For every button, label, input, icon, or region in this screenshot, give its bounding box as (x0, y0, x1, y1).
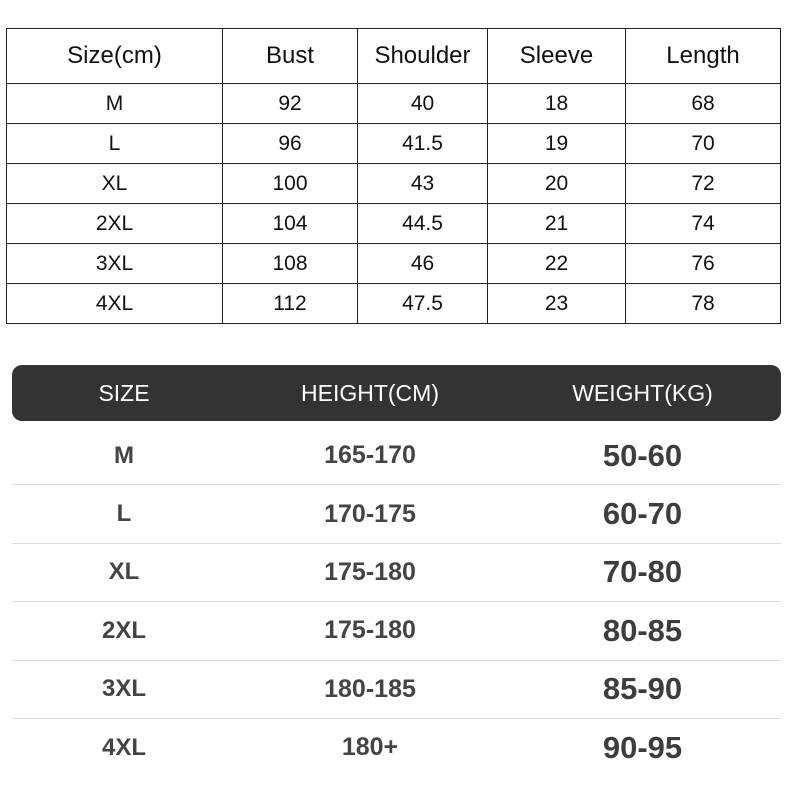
table-row: 3XL 108 46 22 76 (6, 243, 781, 284)
table-row: M 165-170 50-60 (12, 427, 781, 486)
cell-length: 78 (625, 283, 781, 324)
cell-weight: 60-70 (602, 496, 683, 532)
cell-length: 70 (625, 123, 781, 164)
header-bust: Bust (222, 28, 358, 84)
cell-weight: 90-95 (602, 729, 683, 765)
cell-length: 72 (625, 163, 781, 204)
cell-shoulder: 40 (357, 83, 488, 124)
header-size: Size(cm) (6, 28, 223, 84)
cell-height: 180+ (341, 733, 399, 762)
cell-bust: 104 (222, 203, 358, 244)
cell-sleeve: 22 (487, 243, 626, 284)
cell-bust: 96 (222, 123, 358, 164)
cell-shoulder: 46 (357, 243, 488, 284)
cell-height: 175-180 (324, 616, 416, 645)
cell-weight: 85-90 (602, 671, 683, 707)
cell-height: 165-170 (324, 441, 416, 470)
table-row: L 170-175 60-70 (12, 485, 781, 544)
cell-bust: 112 (222, 283, 358, 324)
cell-shoulder: 41.5 (357, 123, 488, 164)
cell-height: 170-175 (324, 499, 416, 528)
table-row: L 96 41.5 19 70 (6, 123, 781, 164)
cell-size: 2XL (6, 203, 223, 244)
cell-weight: 70-80 (602, 554, 683, 590)
cell-height: 180-185 (324, 674, 416, 703)
cell-shoulder: 47.5 (357, 283, 488, 324)
cell-size: 4XL (101, 733, 146, 761)
cell-length: 68 (625, 83, 781, 124)
cell-shoulder: 43 (357, 163, 488, 204)
table-row: XL 175-180 70-80 (12, 544, 781, 603)
cell-size: L (116, 500, 132, 528)
cell-bust: 92 (222, 83, 358, 124)
cell-size: L (6, 123, 223, 164)
header-length: Length (625, 28, 781, 84)
header-size: SIZE (98, 379, 150, 406)
measurement-header-row: Size(cm) Bust Shoulder Sleeve Length (6, 28, 781, 84)
header-height: HEIGHT(CM) (301, 379, 439, 406)
cell-height: 175-180 (324, 557, 416, 586)
header-shoulder: Shoulder (357, 28, 488, 84)
table-row: 4XL 180+ 90-95 (12, 719, 781, 776)
cell-bust: 100 (222, 163, 358, 204)
cell-weight: 50-60 (602, 437, 683, 473)
cell-sleeve: 23 (487, 283, 626, 324)
cell-sleeve: 19 (487, 123, 626, 164)
cell-sleeve: 20 (487, 163, 626, 204)
cell-weight: 80-85 (602, 612, 683, 648)
cell-size: 2XL (101, 616, 146, 644)
cell-size: 3XL (101, 675, 146, 703)
table-row: 2XL 104 44.5 21 74 (6, 203, 781, 244)
table-row: 4XL 112 47.5 23 78 (6, 283, 781, 324)
table-row: 3XL 180-185 85-90 (12, 661, 781, 719)
table-row: XL 100 43 20 72 (6, 163, 781, 204)
fit-guide-table: SIZE HEIGHT(CM) WEIGHT(KG) M 165-170 50-60… (12, 365, 781, 776)
cell-size: 4XL (6, 283, 223, 324)
cell-sleeve: 18 (487, 83, 626, 124)
cell-size: XL (6, 163, 223, 204)
header-sleeve: Sleeve (487, 28, 626, 84)
table-row: 2XL 175-180 80-85 (12, 602, 781, 661)
cell-length: 74 (625, 203, 781, 244)
header-weight: WEIGHT(KG) (572, 379, 713, 406)
fit-guide-header: SIZE HEIGHT(CM) WEIGHT(KG) (12, 365, 781, 421)
table-row: M 92 40 18 68 (6, 83, 781, 124)
cell-size: M (114, 441, 134, 469)
cell-size: 3XL (6, 243, 223, 284)
cell-shoulder: 44.5 (357, 203, 488, 244)
cell-size: XL (108, 558, 140, 586)
cell-sleeve: 21 (487, 203, 626, 244)
cell-size: M (6, 83, 223, 124)
cell-bust: 108 (222, 243, 358, 284)
measurement-table: Size(cm) Bust Shoulder Sleeve Length M 92… (6, 28, 781, 324)
cell-length: 76 (625, 243, 781, 284)
